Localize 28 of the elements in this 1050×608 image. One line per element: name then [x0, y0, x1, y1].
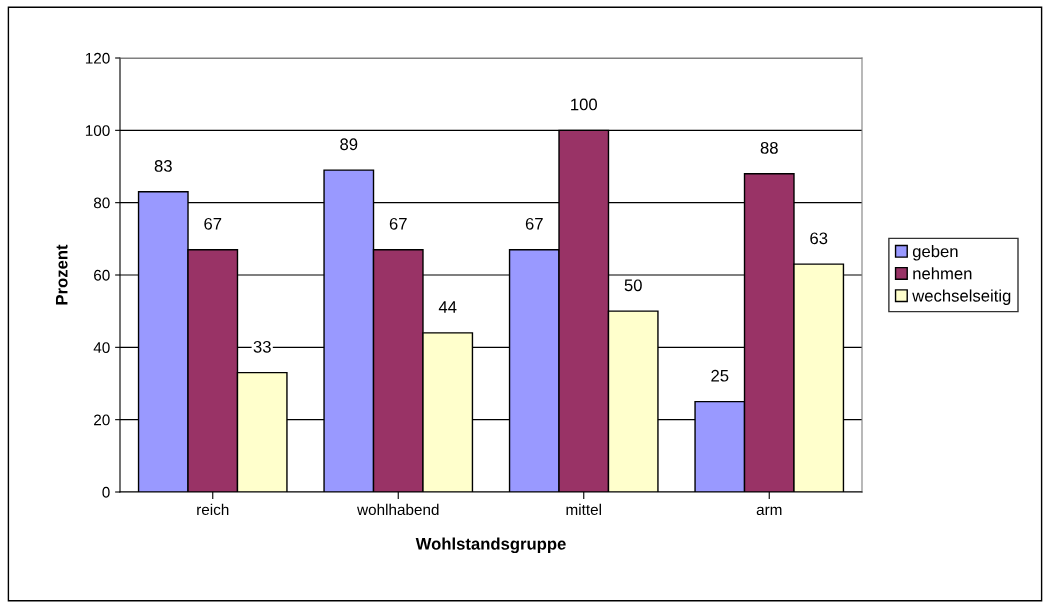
x-tick-label: mittel [566, 503, 601, 516]
y-tick-label: 40 [93, 342, 110, 354]
y-axis-title: Prozent [55, 244, 68, 305]
legend-label: wechselseitig [912, 289, 1011, 305]
y-tick-label: 60 [94, 269, 110, 281]
data-label: 83 [154, 160, 172, 172]
data-label: 67 [525, 217, 543, 230]
y-tick-label: 20 [94, 414, 110, 426]
data-label: 67 [204, 217, 222, 230]
data-label: 25 [711, 369, 729, 382]
data-label: 44 [438, 301, 457, 313]
x-tick-label: reich [197, 503, 229, 516]
legend-label: nehmen [913, 267, 972, 280]
x-axis-title: Wohlstandsgruppe [415, 537, 566, 554]
data-label: 63 [810, 232, 828, 245]
data-label: 33 [253, 340, 271, 353]
data-label: 67 [389, 217, 407, 230]
y-tick-label: 120 [85, 52, 110, 64]
legend-label: geben [912, 245, 958, 261]
y-tick-label: 0 [102, 486, 110, 498]
y-tick-label: 80 [93, 197, 110, 209]
data-label: 88 [760, 141, 778, 154]
data-label: 50 [624, 279, 642, 292]
x-tick-label: wohlhabend [357, 503, 439, 516]
data-label: 89 [340, 138, 358, 151]
y-tick-label: 100 [85, 125, 110, 137]
x-tick-label: arm [756, 506, 782, 516]
data-label: 100 [571, 98, 597, 111]
